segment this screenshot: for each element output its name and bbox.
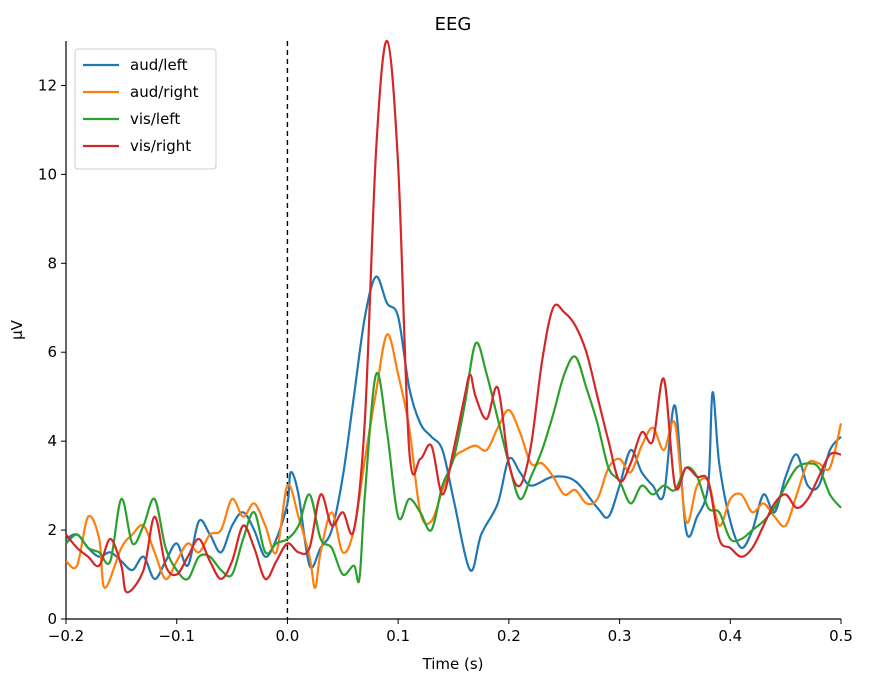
y-tick-label: 10: [38, 165, 57, 183]
axes: −0.2 −0.1 0.0 0.1 0.2 0.3 0.4 0.5 0 2 4 6 8 10 12: [38, 41, 853, 645]
x-tick-label: 0.3: [608, 627, 632, 645]
y-tick-label: 2: [47, 521, 57, 539]
x-tick-label: 0.1: [386, 627, 410, 645]
x-tick-label: 0.2: [497, 627, 521, 645]
x-tick-label: 0.4: [718, 627, 742, 645]
chart-title: EEG: [435, 14, 472, 35]
x-tick-label: 0.5: [829, 627, 853, 645]
legend-label-vis-right: vis/right: [130, 137, 191, 155]
legend-label-vis-left: vis/left: [130, 110, 180, 128]
y-tick-label: 8: [47, 254, 57, 272]
series-line-vis-left: [65, 341, 842, 584]
y-tick-label: 12: [38, 76, 57, 94]
y-tick-label: 4: [47, 432, 57, 450]
x-axis-label: Time (s): [422, 655, 484, 673]
series-line-vis-right: [65, 39, 842, 594]
x-tick-label: 0.0: [275, 627, 299, 645]
plot-lines: [65, 39, 843, 594]
series-line-aud-left: [65, 275, 842, 581]
legend: aud/left aud/right vis/left vis/right: [74, 48, 217, 170]
legend-box: [74, 48, 217, 170]
y-tick-label: 6: [47, 343, 57, 361]
x-tick-label: −0.1: [158, 627, 194, 645]
y-axis-label: µV: [8, 319, 26, 340]
legend-label-aud-right: aud/right: [130, 83, 199, 101]
legend-label-aud-left: aud/left: [130, 56, 188, 74]
x-tick-label: −0.2: [48, 627, 84, 645]
y-tick-label: 0: [47, 610, 57, 628]
